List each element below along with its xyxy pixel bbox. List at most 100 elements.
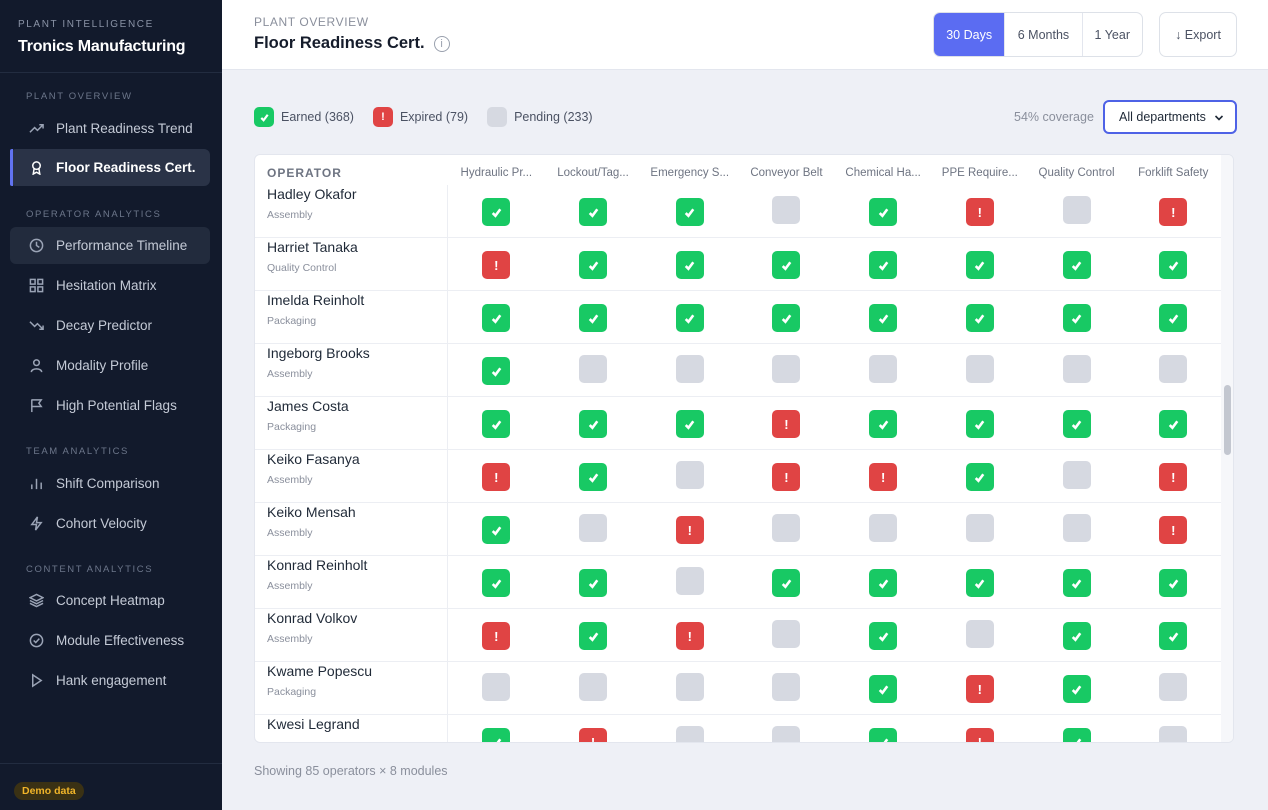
cert-status-earned[interactable] [869,675,898,703]
cert-status-earned[interactable] [869,569,898,597]
operator-name[interactable]: Konrad Volkov [267,610,358,626]
cert-status-earned[interactable] [579,569,608,597]
sidebar-item-modality-profile[interactable]: Modality Profile [10,347,210,384]
cert-status-earned[interactable] [772,251,801,279]
cert-status-earned[interactable] [965,569,994,597]
cert-status-earned[interactable] [579,622,608,650]
cert-status-pending[interactable] [579,355,608,383]
export-button[interactable]: ↓ Export [1159,12,1237,57]
cert-status-earned[interactable] [579,410,608,438]
cert-status-pending[interactable] [1159,673,1188,701]
range-1-year-button[interactable]: 1 Year [1081,13,1142,56]
cert-status-earned[interactable] [579,463,608,491]
sidebar-item-high-potential-flags[interactable]: High Potential Flags [10,387,210,424]
cert-status-earned[interactable] [579,251,608,279]
cert-status-expired[interactable]: ! [675,516,704,544]
cert-status-earned[interactable] [579,198,608,226]
cert-status-earned[interactable] [675,251,704,279]
cert-status-earned[interactable] [1062,251,1091,279]
cert-status-earned[interactable] [1062,569,1091,597]
cert-status-pending[interactable] [482,673,511,701]
cert-status-expired[interactable]: ! [482,463,511,491]
cert-status-expired[interactable]: ! [772,463,801,491]
cert-status-earned[interactable] [1062,410,1091,438]
cert-status-earned[interactable] [675,198,704,226]
cert-status-earned[interactable] [965,304,994,332]
cert-status-pending[interactable] [675,461,704,489]
range-6-months-button[interactable]: 6 Months [1004,13,1081,56]
cert-status-pending[interactable] [772,726,801,742]
sidebar-item-shift-comparison[interactable]: Shift Comparison [10,465,210,502]
cert-status-earned[interactable] [482,304,511,332]
sidebar-item-hesitation-matrix[interactable]: Hesitation Matrix [10,267,210,304]
sidebar-item-cohort-velocity[interactable]: Cohort Velocity [10,505,210,542]
cert-status-earned[interactable] [869,622,898,650]
operator-name[interactable]: Ingeborg Brooks [267,345,370,361]
cert-status-earned[interactable] [869,410,898,438]
cert-status-pending[interactable] [965,620,994,648]
sidebar-item-floor-readiness-cert[interactable]: Floor Readiness Cert. [10,149,210,186]
cert-status-earned[interactable] [1062,622,1091,650]
cert-status-expired[interactable]: ! [675,622,704,650]
info-icon[interactable]: i [433,35,450,52]
cert-status-pending[interactable] [869,355,898,383]
cert-status-expired[interactable]: ! [1159,198,1188,226]
scrollbar-thumb[interactable] [1224,385,1231,455]
cert-status-pending[interactable] [772,673,801,701]
cert-status-expired[interactable]: ! [965,728,994,742]
scrollbar[interactable] [1221,155,1233,742]
cert-status-pending[interactable] [1062,461,1091,489]
operator-name[interactable]: Imelda Reinholt [267,292,365,308]
operator-name[interactable]: Hadley Okafor [267,186,357,202]
module-column-header[interactable]: PPE Require... [941,167,1018,179]
cert-status-pending[interactable] [965,514,994,542]
cert-status-earned[interactable] [869,304,898,332]
cert-status-expired[interactable]: ! [965,675,994,703]
sidebar-item-performance-timeline[interactable]: Performance Timeline [10,227,210,264]
cert-status-pending[interactable] [1062,514,1091,542]
operator-name[interactable]: Konrad Reinholt [267,557,368,573]
sidebar-item-hank-engagement[interactable]: Hank engagement [10,662,210,699]
cert-status-pending[interactable] [1159,355,1188,383]
cert-status-earned[interactable] [1159,304,1188,332]
cert-status-pending[interactable] [772,355,801,383]
cert-status-expired[interactable]: ! [965,198,994,226]
cert-status-earned[interactable] [482,516,511,544]
cert-status-pending[interactable] [579,673,608,701]
sidebar-item-decay-predictor[interactable]: Decay Predictor [10,307,210,344]
cert-status-pending[interactable] [1062,355,1091,383]
module-column-header[interactable]: Forklift Safety [1138,167,1209,179]
module-column-header[interactable]: Chemical Ha... [845,167,921,179]
cert-status-earned[interactable] [1159,622,1188,650]
module-column-header[interactable]: Quality Control [1038,167,1115,179]
cert-status-pending[interactable] [965,355,994,383]
cert-status-expired[interactable]: ! [1159,516,1188,544]
cert-status-pending[interactable] [675,726,704,742]
cert-status-pending[interactable] [675,567,704,595]
cert-status-earned[interactable] [482,728,511,742]
cert-status-earned[interactable] [1159,251,1188,279]
cert-status-pending[interactable] [579,514,608,542]
operator-name[interactable]: Kwesi Legrand [267,716,360,732]
cert-status-pending[interactable] [675,355,704,383]
cert-status-earned[interactable] [675,410,704,438]
cert-status-expired[interactable]: ! [579,728,608,742]
cert-status-pending[interactable] [772,514,801,542]
cert-status-expired[interactable]: ! [869,463,898,491]
cert-status-earned[interactable] [965,410,994,438]
operator-name[interactable]: Harriet Tanaka [267,239,358,255]
sidebar-item-plant-readiness-trend[interactable]: Plant Readiness Trend [10,110,210,147]
cert-status-expired[interactable]: ! [482,622,511,650]
cert-status-earned[interactable] [1062,728,1091,742]
cert-status-earned[interactable] [579,304,608,332]
sidebar-item-concept-heatmap[interactable]: Concept Heatmap [10,582,210,619]
cert-status-pending[interactable] [772,620,801,648]
cert-status-earned[interactable] [772,304,801,332]
module-column-header[interactable]: Conveyor Belt [750,167,823,179]
department-select[interactable]: All departments [1103,100,1237,134]
operator-name[interactable]: Keiko Mensah [267,504,356,520]
operator-column-header[interactable]: OPERATOR [267,166,342,180]
cert-status-earned[interactable] [1159,410,1188,438]
cert-status-expired[interactable]: ! [1159,463,1188,491]
cert-status-pending[interactable] [1159,726,1188,742]
